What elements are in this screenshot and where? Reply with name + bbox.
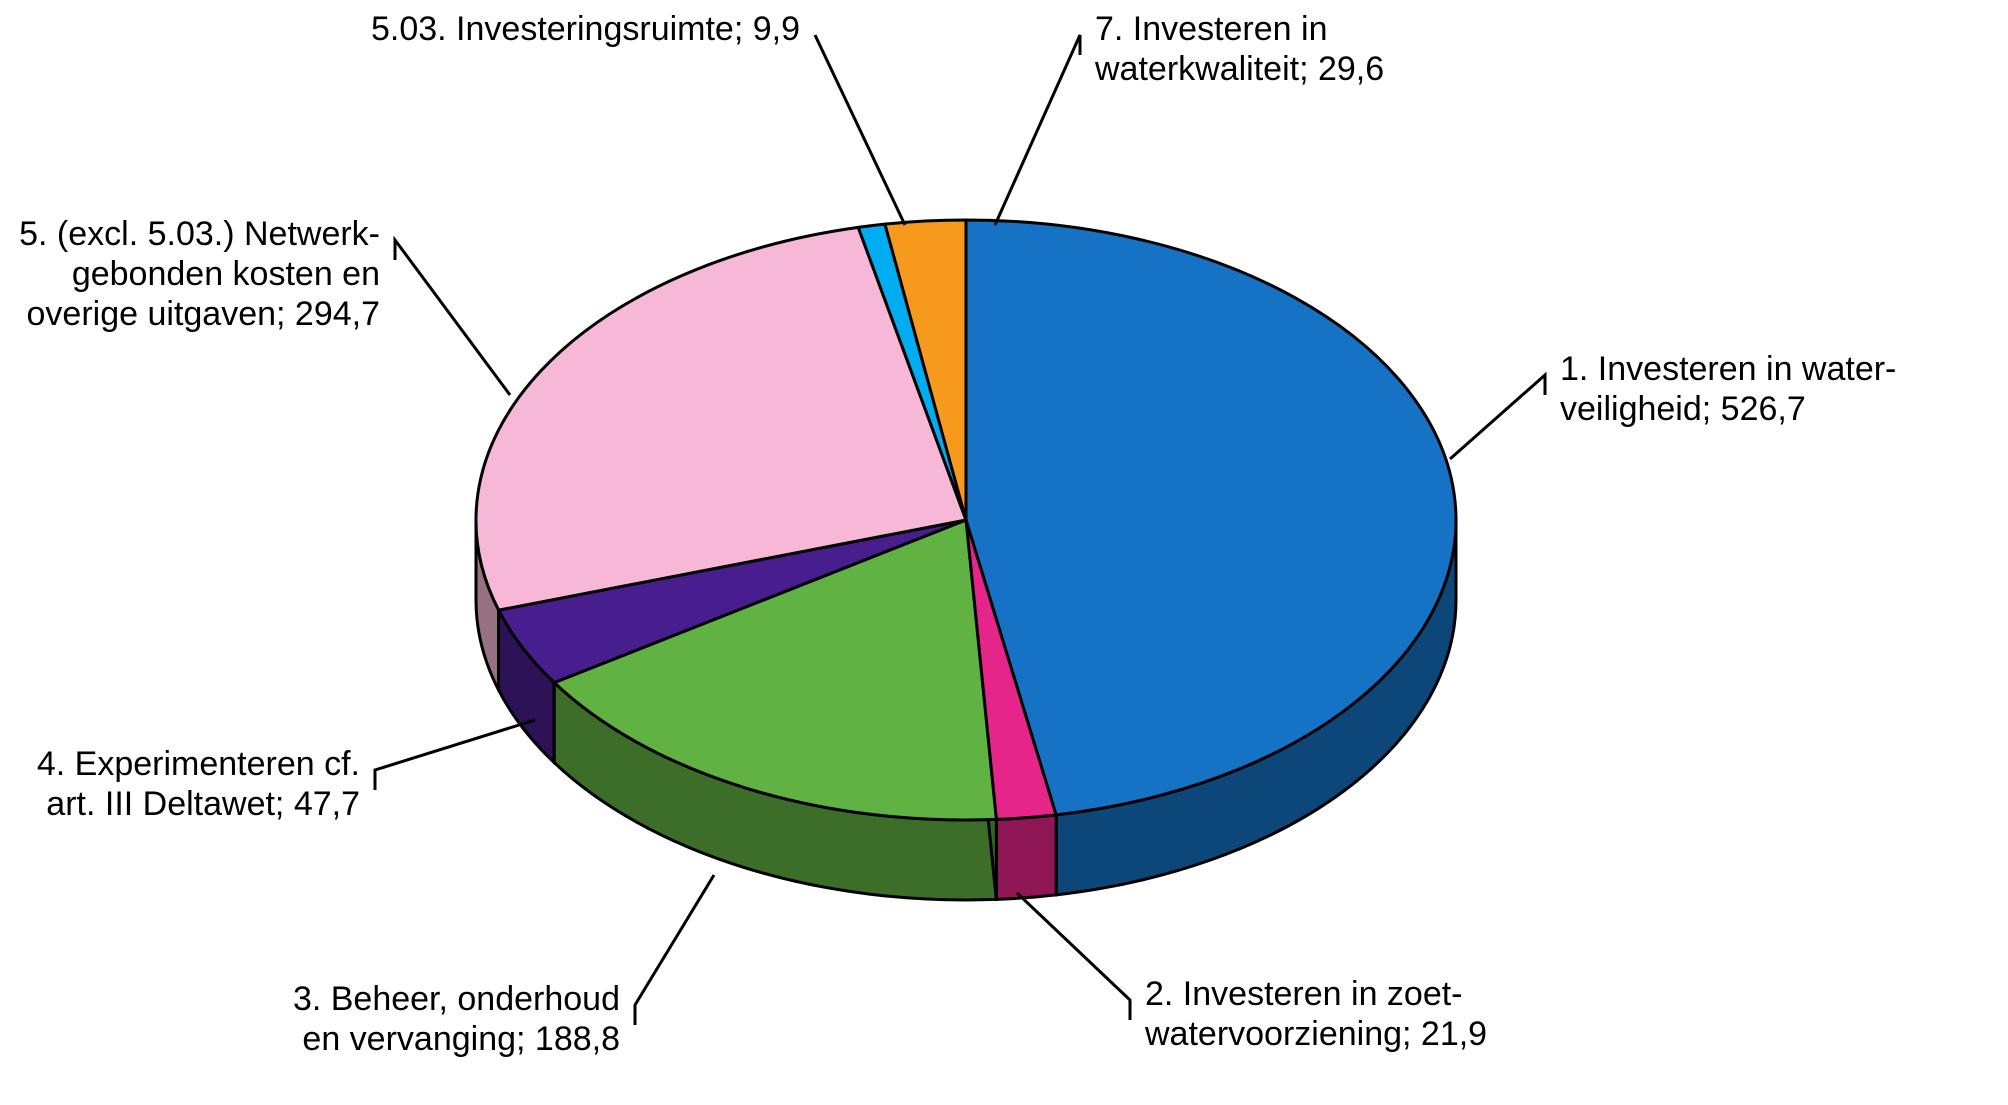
label-s2: 2. Investeren in zoet-watervoorziening; … [1144,975,1487,1053]
leader-s4 [375,720,535,790]
pie-side-s2 [996,815,1056,900]
pie-chart-3d: 1. Investeren in water-veiligheid; 526,7… [0,0,2008,1105]
leader-s2 [1017,893,1130,1020]
label-s7: 7. Investeren inwaterkwaliteit; 29,6 [1094,10,1384,88]
leader-s6 [815,35,905,225]
label-s4: 4. Experimenteren cf.art. III Deltawet; … [37,745,360,823]
pie-top [476,220,1456,820]
leader-s7 [995,35,1080,225]
label-s5: 5. (excl. 5.03.) Netwerk-gebonden kosten… [19,215,380,333]
label-s1: 1. Investeren in water-veiligheid; 526,7 [1560,350,1896,428]
label-s6: 5.03. Investeringsruimte; 9,9 [371,10,800,48]
leader-s3 [635,875,714,1025]
leader-s5 [395,240,510,395]
leader-s1 [1450,375,1545,459]
label-s3: 3. Beheer, onderhouden vervanging; 188,8 [293,980,620,1058]
